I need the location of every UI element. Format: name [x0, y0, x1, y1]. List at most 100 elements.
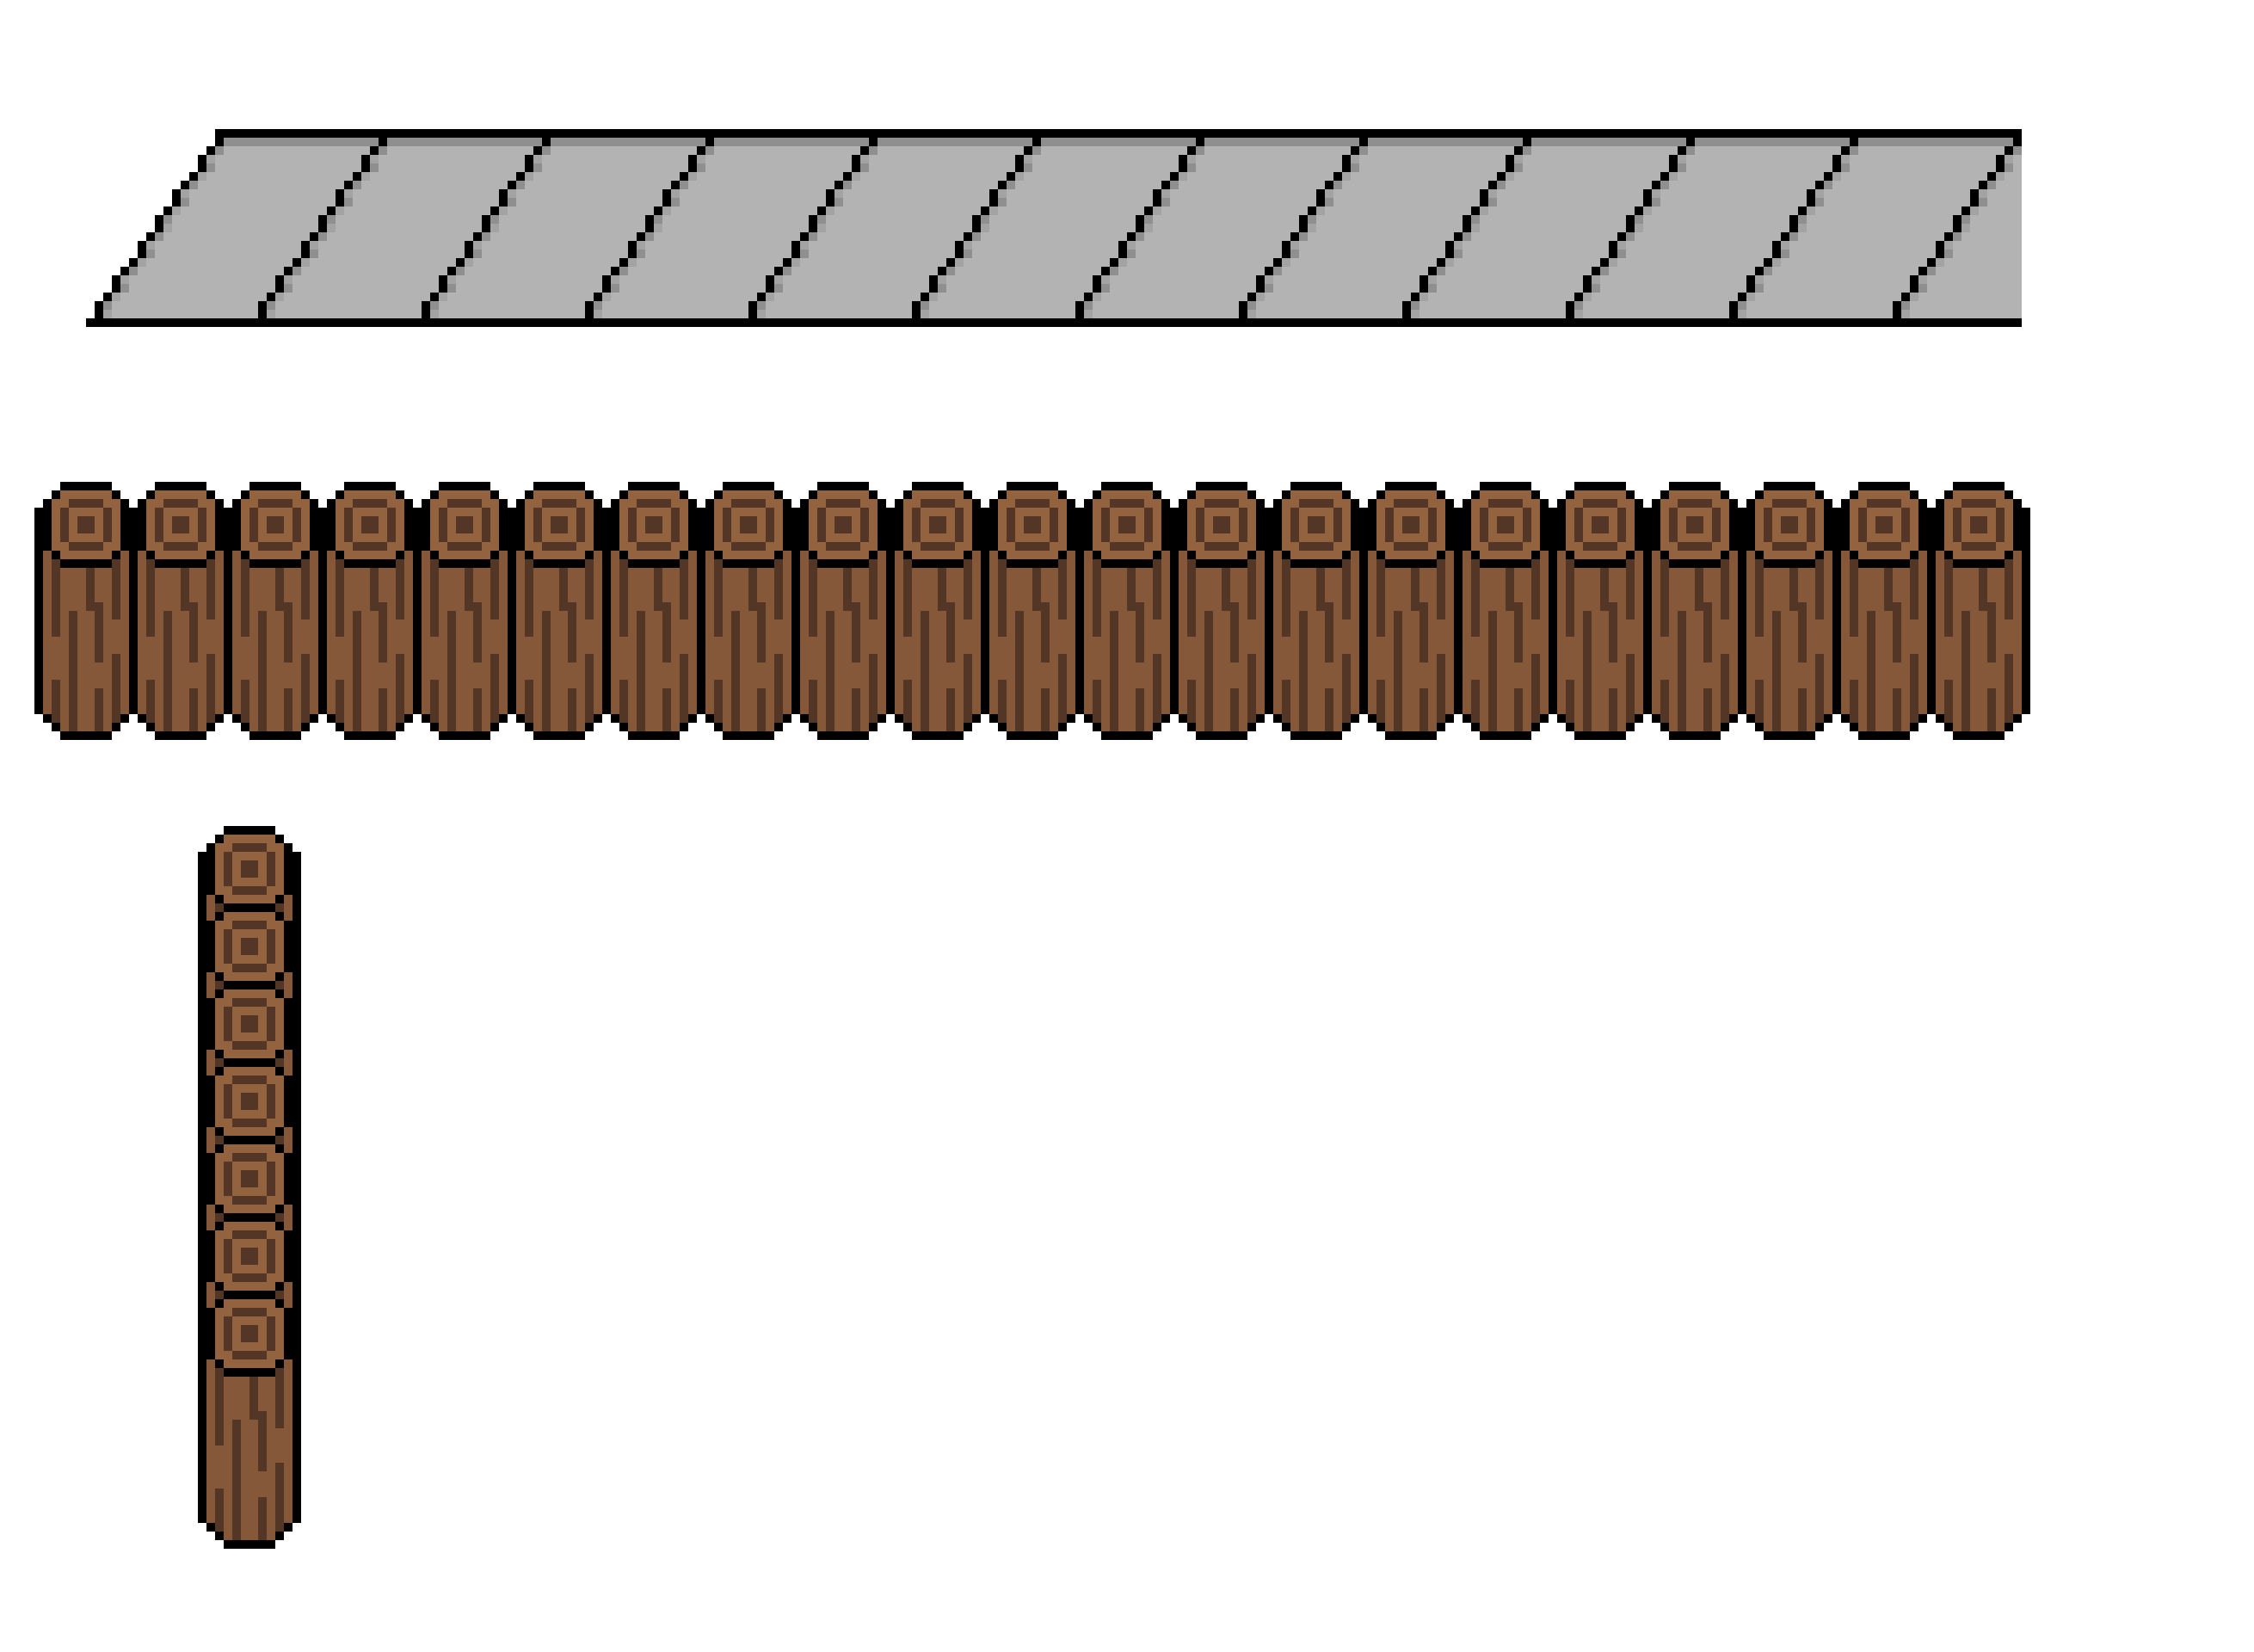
log-pixel	[1686, 688, 1703, 697]
log-pixel	[1359, 645, 1368, 654]
log-pixel	[1669, 516, 1678, 525]
log-pixel	[1471, 516, 1480, 525]
log-pixel	[1265, 645, 1273, 654]
log-pixel	[353, 654, 361, 663]
log-pixel	[241, 568, 249, 576]
roof-tile-divider	[852, 155, 860, 163]
roof-divider-shade	[1669, 172, 1678, 181]
log-pixel	[1084, 594, 1093, 602]
log-pixel	[1230, 688, 1239, 697]
log-pixel	[1540, 594, 1549, 602]
log-pixel	[860, 525, 869, 533]
roof-divider-shade	[103, 310, 112, 318]
log-pixel	[551, 525, 568, 533]
roof-divider-shade	[103, 301, 112, 310]
log-pixel	[740, 628, 757, 637]
log-pixel	[146, 576, 155, 585]
roof-divider-shade	[972, 232, 981, 241]
log-pixel	[1910, 533, 1918, 542]
log-pixel	[1325, 516, 1333, 525]
log-pixel	[1815, 533, 1824, 542]
log-pixel	[903, 490, 912, 499]
log-pixel	[680, 688, 688, 697]
log-pixel	[972, 654, 981, 663]
roof-bottom-outline	[86, 318, 2022, 327]
log-pixel	[422, 654, 447, 663]
log-pixel	[1617, 723, 1626, 731]
log-pixel	[1411, 602, 1428, 611]
roof-divider-shade	[852, 172, 860, 181]
roof-tile-divider	[1463, 215, 1471, 224]
log-pixel	[293, 714, 301, 723]
log-pixel	[129, 663, 138, 671]
log-pixel	[172, 654, 189, 663]
roof-divider-shade	[637, 241, 645, 250]
log-pixel	[1764, 559, 1815, 568]
log-pixel	[542, 697, 551, 706]
log-pixel	[1058, 533, 1067, 542]
log-pixel	[585, 602, 594, 611]
roof-divider-shade	[1136, 232, 1144, 241]
log-pixel	[1385, 516, 1394, 525]
log-pixel	[1110, 654, 1118, 663]
log-pixel	[886, 576, 895, 585]
roof-tile-divider	[748, 310, 757, 318]
roof-divider-shade	[361, 172, 370, 181]
log-pixel	[1230, 620, 1239, 628]
roof-divider-shade	[129, 267, 138, 275]
log-pixel	[1058, 594, 1067, 602]
log-pixel	[1239, 714, 1247, 723]
log-pixel	[1342, 714, 1351, 723]
log-pixel	[1359, 525, 1376, 533]
log-pixel	[232, 568, 241, 576]
log-pixel	[1075, 697, 1084, 706]
log-pixel	[628, 482, 680, 490]
log-pixel	[1531, 490, 1540, 499]
log-pixel	[482, 723, 490, 731]
log-pixel	[955, 637, 981, 645]
log-pixel	[172, 723, 189, 731]
log-pixel	[1265, 706, 1273, 714]
log-pixel	[1721, 697, 1729, 706]
log-pixel	[404, 568, 413, 576]
log-pixel	[1093, 688, 1101, 697]
log-pixel	[1454, 525, 1471, 533]
log-pixel	[1187, 585, 1196, 594]
log-pixel	[1574, 482, 1626, 490]
log-pixel	[964, 680, 972, 688]
log-pixel	[1015, 645, 1024, 654]
log-pixel	[112, 516, 120, 525]
log-pixel	[826, 533, 860, 542]
log-pixel	[284, 637, 293, 645]
log-pixel	[1626, 568, 1635, 576]
log-pixel	[895, 637, 921, 645]
log-pixel	[766, 499, 783, 508]
log-pixel	[1247, 551, 1256, 559]
log-pixel	[1764, 551, 1815, 559]
log-pixel	[714, 602, 723, 611]
log-pixel	[1153, 697, 1161, 706]
roof-tile-divider	[447, 267, 456, 275]
log-pixel	[662, 620, 671, 628]
log-pixel	[241, 697, 249, 706]
roof-divider-shade	[1110, 267, 1118, 275]
log-pixel	[912, 611, 921, 620]
log-pixel	[353, 637, 361, 645]
roof-divider-shade	[1488, 189, 1497, 198]
log-pixel	[379, 525, 387, 533]
log-pixel	[447, 499, 482, 508]
log-pixel	[336, 714, 344, 723]
log-pixel	[1471, 508, 1480, 516]
log-pixel	[138, 594, 146, 602]
log-pixel	[1273, 611, 1282, 620]
log-pixel	[1101, 594, 1127, 602]
roof-divider-shade	[146, 250, 155, 258]
log-pixel	[1557, 568, 1566, 576]
log-pixel	[387, 723, 396, 731]
log-pixel	[774, 490, 783, 499]
log-pixel	[1497, 697, 1514, 706]
log-pixel	[447, 680, 456, 688]
log-pixel	[1626, 723, 1635, 731]
log-pixel	[774, 697, 783, 706]
log-pixel	[490, 559, 499, 568]
